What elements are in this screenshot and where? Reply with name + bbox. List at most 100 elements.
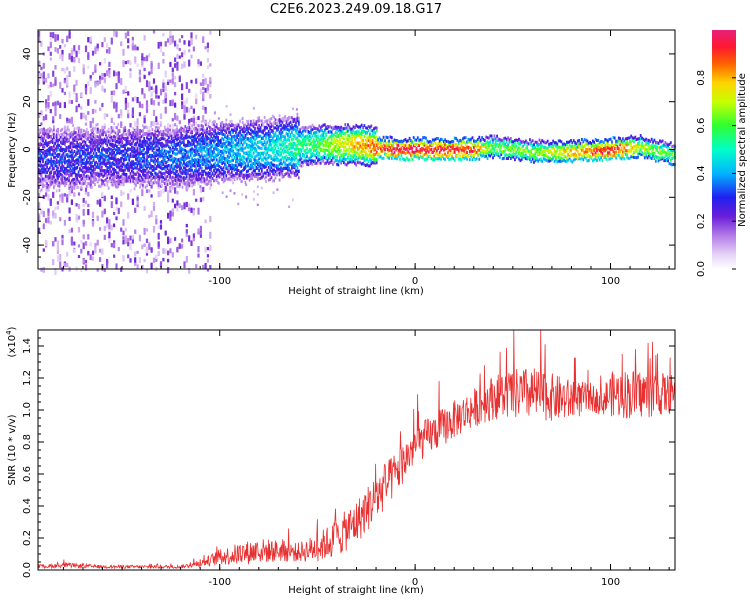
spectrogram-cell (267, 138, 270, 142)
spectrogram-cell (101, 103, 104, 108)
spectrogram-cell (107, 166, 110, 170)
spectrogram-cell (239, 152, 241, 156)
spectrogram-cell (166, 167, 169, 171)
spectrogram-cell (106, 136, 109, 140)
spectrogram-cell (297, 176, 300, 180)
spectrogram-cell (138, 73, 141, 80)
spectrogram-cell (70, 179, 73, 183)
spectrogram-cell (189, 174, 192, 178)
spectrogram-cell (44, 139, 47, 143)
spectrogram-cell (167, 190, 170, 195)
spectrogram-cell (230, 149, 233, 153)
spectrogram-cell (250, 128, 252, 132)
spectrogram-cell (276, 127, 278, 131)
spectrogram-cell (244, 164, 247, 167)
spectrogram-cell (277, 134, 280, 138)
spectrogram-cell (162, 257, 165, 262)
spectrogram-cell (308, 125, 311, 129)
spectrogram-cell (164, 82, 167, 88)
spectrogram-cell (285, 166, 288, 170)
spectrogram-cell (103, 158, 106, 162)
spectrogram-cell (237, 144, 240, 148)
spectrogram-cell (38, 152, 40, 156)
spectrogram-cell (88, 156, 91, 160)
spectrogram-cell (392, 145, 395, 148)
spectrogram-cell (72, 158, 74, 162)
spectrogram-cell (286, 133, 289, 136)
spectrogram-cell (221, 168, 224, 171)
spectrogram-cell (171, 252, 174, 258)
spectrogram-cell (131, 154, 133, 158)
spectrogram-cell (62, 136, 65, 140)
spectrogram-cell (407, 158, 410, 162)
spectrogram-cell (211, 132, 214, 136)
spectrogram-cell (219, 153, 222, 157)
spectrogram-cell (262, 143, 265, 146)
spectrogram-cell (159, 133, 162, 136)
spectrogram-cell (122, 171, 125, 175)
spectrogram-cell (68, 190, 71, 197)
spectrogram-cell (84, 164, 87, 168)
spectrogram-cell (270, 138, 273, 142)
spectrogram-cell (181, 158, 184, 162)
spectrogram-cell (224, 157, 226, 160)
spectrogram-cell (181, 63, 184, 69)
spectrogram-cell (225, 174, 228, 178)
spectrogram-cell (206, 166, 208, 170)
spectrogram-cell (90, 171, 92, 175)
spectrogram-cell (373, 161, 375, 165)
spectrogram-cell (237, 173, 240, 176)
spectrogram-cell (196, 135, 199, 139)
spectrogram-cell (150, 69, 153, 75)
spectrogram-cell (230, 167, 233, 171)
spectrogram-cell (176, 205, 179, 212)
spectrogram-cell (103, 37, 106, 42)
spectrogram-cell (217, 151, 219, 155)
spectrogram-cell (189, 153, 192, 157)
spectrogram-cell (207, 182, 210, 185)
spectrogram-cell (230, 135, 233, 139)
spectrogram-cell (285, 154, 288, 158)
spectrogram-cell (142, 172, 144, 176)
spectrogram-cell (204, 46, 207, 50)
spectrogram-cell (53, 136, 55, 139)
spectrogram-cell (162, 82, 165, 89)
spectrogram-cell (42, 132, 44, 136)
spectrogram-cell (269, 141, 271, 145)
spectrogram-cell (80, 148, 83, 152)
spectrogram-cell (209, 179, 211, 183)
spectrogram-cell (131, 165, 133, 169)
spectrogram-cell (155, 176, 158, 179)
spectrogram-cell (270, 125, 273, 129)
spectrogram-cell (159, 113, 163, 120)
spectrogram-cell (354, 126, 356, 130)
spectrogram-cell (276, 173, 278, 177)
spectrogram-cell (333, 147, 336, 150)
spectrogram-cell (251, 140, 254, 144)
spectrogram-cell (354, 147, 356, 151)
spectrogram-cell (55, 168, 58, 172)
spectrogram-cell (83, 150, 85, 154)
spectrogram-cell (363, 159, 366, 163)
spectrogram-cell (167, 169, 170, 173)
spectrogram-cell (232, 149, 234, 153)
spectrogram-cell (196, 149, 199, 153)
spectrogram-cell (129, 135, 132, 139)
spectrogram-cell (84, 133, 87, 137)
spectrogram-cell (47, 188, 50, 192)
spectrogram-cell (232, 175, 234, 179)
spectrogram-cell (113, 240, 116, 244)
spectrogram-cell (311, 123, 314, 127)
spectrogram-cell (396, 154, 399, 158)
spectrogram-cell (164, 92, 167, 100)
spectrogram-cell (81, 134, 84, 138)
spectrogram-cell (52, 32, 55, 39)
spectrogram-cell (239, 160, 241, 164)
spectrogram-cell (214, 171, 217, 175)
spectrogram-cell (87, 182, 89, 185)
spectrogram-cell (388, 144, 390, 148)
spectrogram-cell (326, 158, 329, 162)
spectrogram-cell (369, 146, 371, 149)
spectrogram-cell (198, 173, 200, 177)
spectrogram-cell (197, 246, 200, 253)
